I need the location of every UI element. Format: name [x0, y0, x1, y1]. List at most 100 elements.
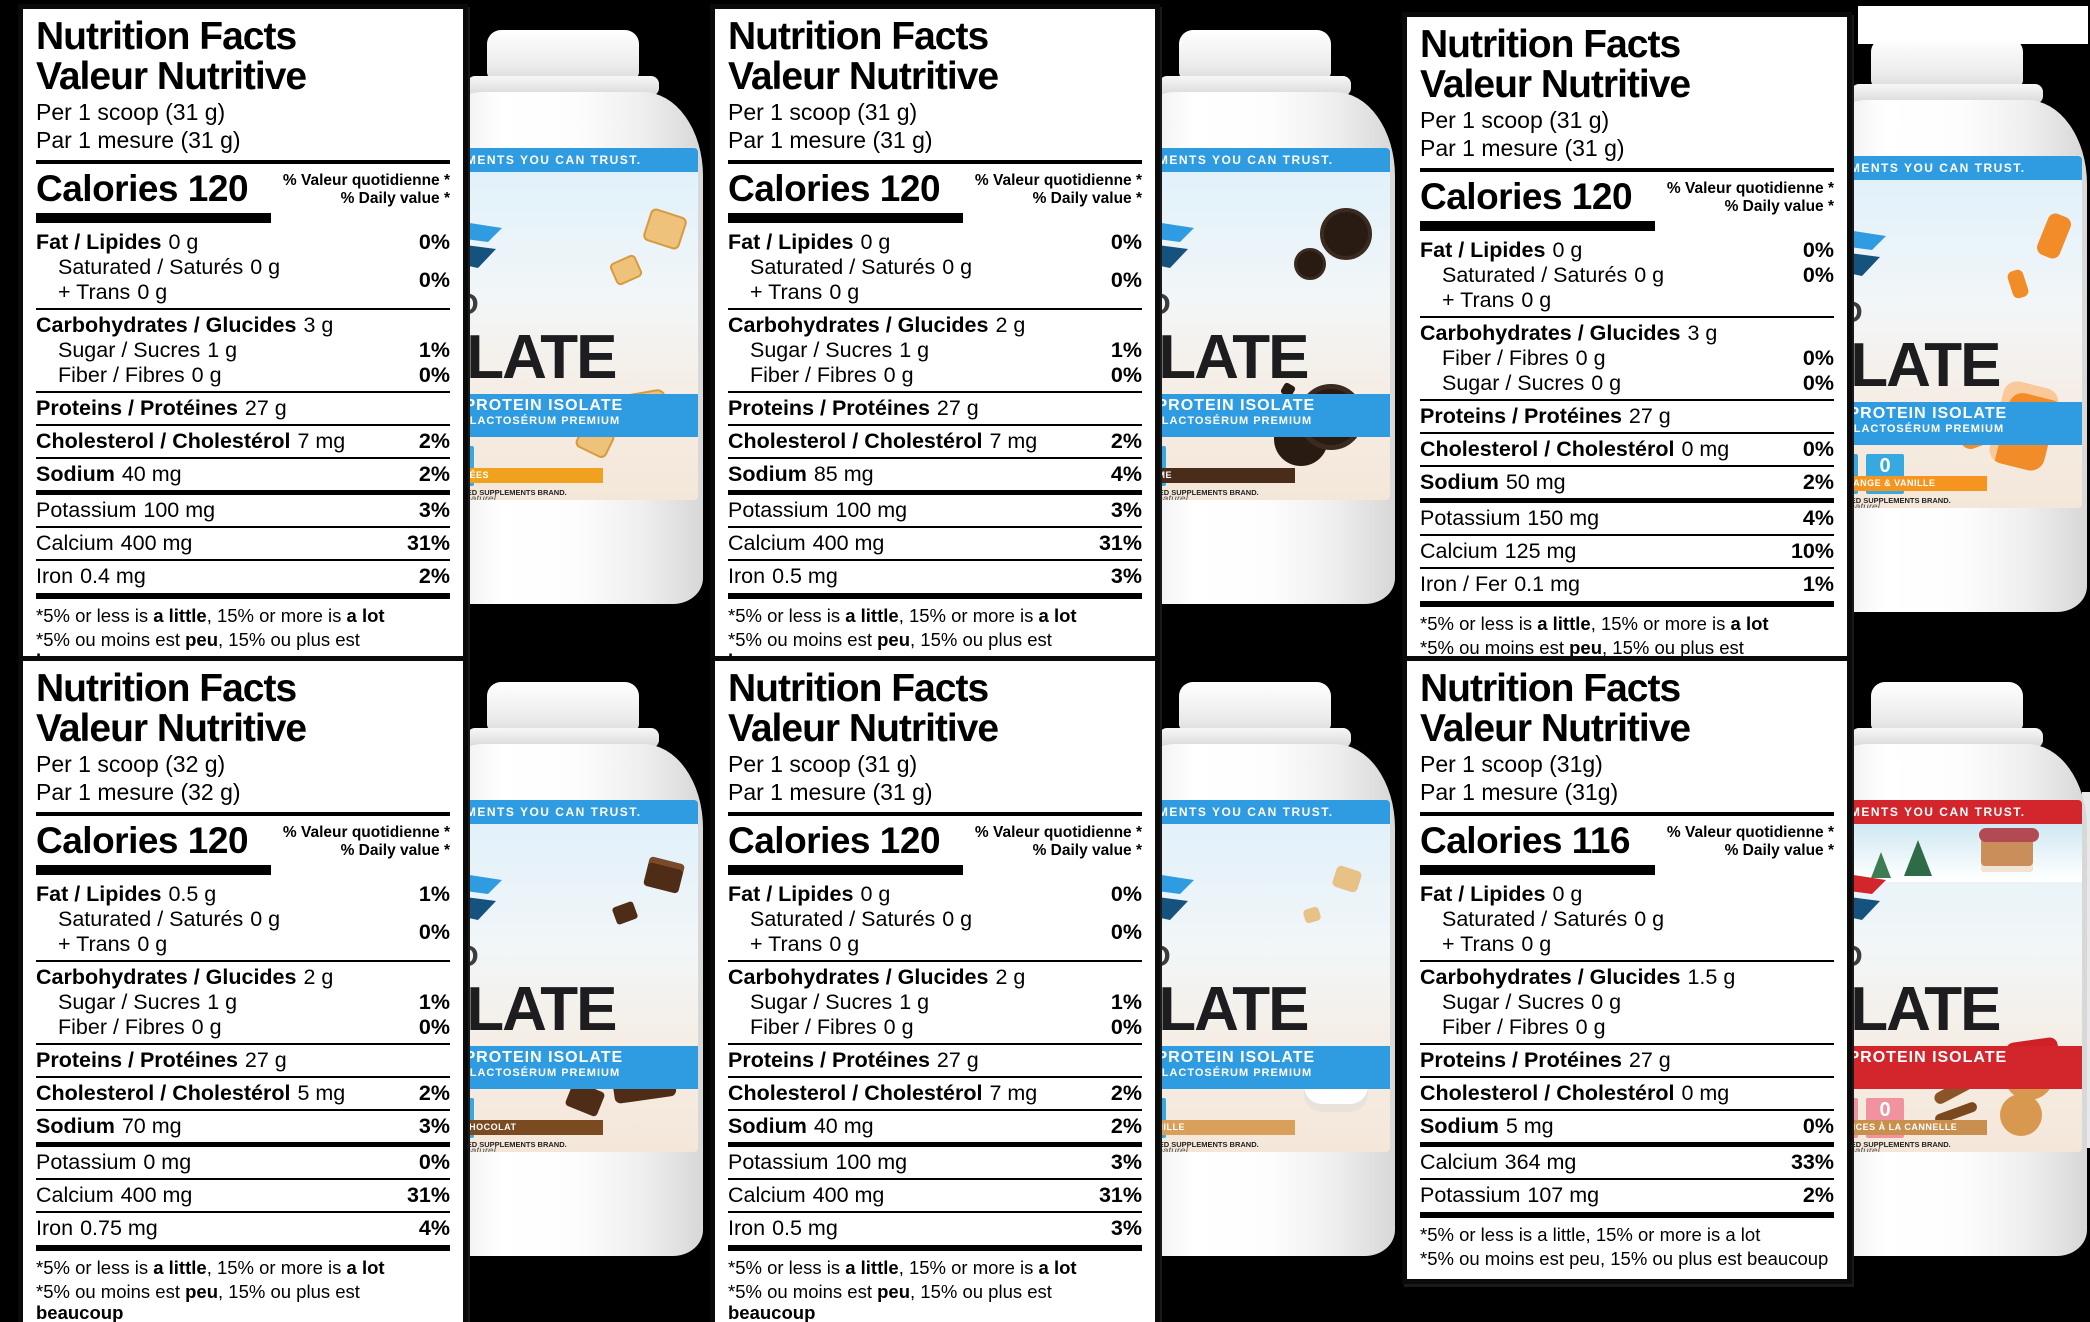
flavor-art: [1294, 248, 1326, 280]
flavor-art: [2034, 211, 2074, 261]
calories-value: Calories 120: [1420, 176, 1633, 217]
nutrient-daily-percent: 0%: [1802, 346, 1834, 370]
nutrient-amount: 0 g: [1552, 882, 1583, 906]
divider: [728, 559, 1142, 561]
nutrient-amount: 107 mg: [1527, 1183, 1600, 1207]
bottle-label: PLEMENTS YOU CAN TRUST.: [428, 800, 698, 1152]
nutrient-amount: 0 g: [1521, 932, 1552, 956]
band-line1: EY PROTEIN ISOLATE: [436, 1049, 624, 1066]
nutrient-name: Cholesterol / Cholestérol: [728, 429, 983, 453]
divider: [728, 391, 1142, 393]
product-cell: PLEMENTS YOU CAN TRUST.: [1392, 12, 2090, 695]
divider: [36, 1245, 450, 1251]
nutrient-amount: 400 mg: [120, 531, 193, 555]
nutrient-amount: 2 g: [303, 965, 334, 989]
bottle-label-background: ED OLATE EY PROTEIN ISOLATE E DE LACTOSÉ…: [1120, 172, 1390, 500]
divider: [1420, 168, 1834, 172]
nutrient-daily-percent: 2%: [1802, 1183, 1834, 1207]
divider: [36, 391, 450, 393]
calories-value: Calories 120: [36, 820, 249, 861]
photo-box-artifact: [1858, 6, 2088, 44]
divider: [36, 593, 450, 599]
nutrient-row: Fiber / Fibres 0 g 0%: [728, 363, 1142, 388]
nutrient-amount: 7 mg: [989, 1081, 1038, 1105]
nutrient-amount: 0 g: [883, 1015, 914, 1039]
nutrient-daily-percent: 0%: [418, 363, 450, 387]
divider: [1420, 1076, 1834, 1078]
nutrient-daily-percent: 1%: [1110, 990, 1142, 1014]
band-line2: E DE LACTOSÉRUM PREMIUM: [1820, 423, 2005, 435]
nutrient-daily-percent: 2%: [1110, 1081, 1142, 1105]
divider: [36, 308, 450, 310]
nutrient-name: Saturated / Saturés: [1442, 263, 1628, 287]
protein-bottle: PLEMENTS YOU CAN TRUST.: [1115, 30, 1395, 616]
flavor-art: [1320, 208, 1372, 260]
bottle-label: PLEMENTS YOU CAN TRUST.: [1120, 800, 1390, 1152]
serving-size-en: Per 1 scoop (31 g): [728, 99, 918, 125]
whey-isolate-band: EY PROTEIN ISOLATE E DE LACTOSÉRUM PREMI…: [1120, 1046, 1390, 1089]
nutrient-daily-percent: 0%: [1110, 882, 1142, 906]
product-cell: PLEMENTS YOU CAN TRUST.: [700, 656, 1400, 1322]
nutrient-amount: 400 mg: [812, 531, 885, 555]
nutrient-amount: 0 g: [1575, 346, 1606, 370]
nutrient-name: Fat / Lipides: [728, 230, 854, 254]
nutrient-name: Saturated / Saturés: [750, 255, 936, 279]
nutrient-row: + Trans 0 g: [36, 932, 450, 957]
product-cell: PLEMENTS YOU CAN TRUST.: [8, 656, 708, 1322]
nutrient-row: Iron 0.5 mg 3%: [728, 564, 1142, 589]
nutrient-amount: 1 g: [207, 990, 238, 1014]
bottle-label-background: ED OLATE EY PROTEIN ISOLATE E DE LACTOSÉ…: [428, 172, 698, 500]
trust-banner: PLEMENTS YOU CAN TRUST.: [1812, 800, 2082, 824]
nutrient-daily-percent: 3%: [1110, 564, 1142, 588]
nutrient-row: Fiber / Fibres 0 g 0%: [1420, 346, 1834, 371]
nutrient-amount: 27 g: [936, 396, 979, 420]
nutrient-row: Fat / Lipides 0.5 g 1%: [36, 882, 450, 907]
band-line2: E DE LACTOSÉRUM PREMIUM: [1128, 415, 1313, 427]
divider: [728, 960, 1142, 962]
nutrient-amount: 50 mg: [1505, 470, 1566, 494]
nutrient-amount: 0 g: [1521, 288, 1552, 312]
divider: [36, 812, 450, 816]
divider: [36, 160, 450, 164]
nutrient-amount: 5 mg: [1505, 1114, 1554, 1138]
nutrient-name: Sugar / Sucres: [750, 338, 893, 362]
nutrient-name: Saturated / Saturés: [1442, 907, 1628, 931]
whey-isolate-band: EY PROTEIN ISOLATE E DE LACTOSÉRUM PREMI…: [1812, 402, 2082, 445]
divider: [36, 1109, 450, 1111]
nutrient-name: Fiber / Fibres: [58, 363, 185, 387]
nutrient-amount: 0 g: [168, 230, 199, 254]
nutrient-daily-percent: 0%: [1802, 263, 1834, 287]
nutrient-amount: 0 mg: [143, 1150, 192, 1174]
nutrient-name: Carbohydrates / Glucides: [36, 313, 297, 337]
nutrient-daily-percent: 2%: [418, 462, 450, 486]
nutrient-amount: 27 g: [936, 1048, 979, 1072]
nutrient-amount: 40 mg: [813, 1114, 874, 1138]
nutrient-name: Proteins / Protéines: [728, 396, 930, 420]
serving-size-fr: Par 1 mesure (31 g): [1420, 135, 1625, 161]
nutrient-amount: 1 g: [899, 338, 930, 362]
nutrient-name: + Trans: [1442, 288, 1515, 312]
nutrient-row: Fiber / Fibres 0 g 0%: [36, 1015, 450, 1040]
nutrient-amount: 3 g: [303, 313, 334, 337]
nutrient-name: Carbohydrates / Glucides: [728, 965, 989, 989]
nutrient-rows: Fat / Lipides 0.5 g 1% Saturated / Saturé…: [36, 882, 450, 1251]
nutrient-name: Sodium: [36, 1114, 115, 1138]
nutrient-name: Calcium: [1420, 539, 1498, 563]
nutrient-row: Proteins / Protéines 27 g: [1420, 1048, 1834, 1073]
nutrient-name: Potassium: [36, 498, 137, 522]
band-line2: E DE LACTOSÉRUM PREMIUM: [436, 1067, 621, 1079]
nutrient-row: Sodium 5 mg 0%: [1420, 1114, 1834, 1139]
nutrient-amount: 0.4 mg: [80, 564, 146, 588]
divider: [1420, 1142, 1834, 1147]
nutrient-name: Proteins / Protéines: [1420, 1048, 1622, 1072]
nutrient-row: Saturated / Saturés 0 g: [1420, 907, 1834, 932]
nutrient-name: Calcium: [1420, 1150, 1498, 1174]
nutrient-name: Calcium: [728, 531, 806, 555]
nutrient-amount: 400 mg: [120, 1183, 193, 1207]
footnote-en: *5% or less is a little, 15% or more is …: [36, 605, 385, 626]
nutrition-facts-title-fr: Valeur Nutritive: [1420, 63, 1691, 106]
footnote-en: *5% or less is a little, 15% or more is …: [728, 605, 1077, 626]
nutrition-facts-label: Nutrition Facts Valeur Nutritive Per 1 s…: [710, 4, 1160, 687]
nutrient-row: Iron 0.75 mg 4%: [36, 1216, 450, 1241]
nutrient-row: Cholesterol / Cholestérol 7 mg 2%: [728, 429, 1142, 454]
